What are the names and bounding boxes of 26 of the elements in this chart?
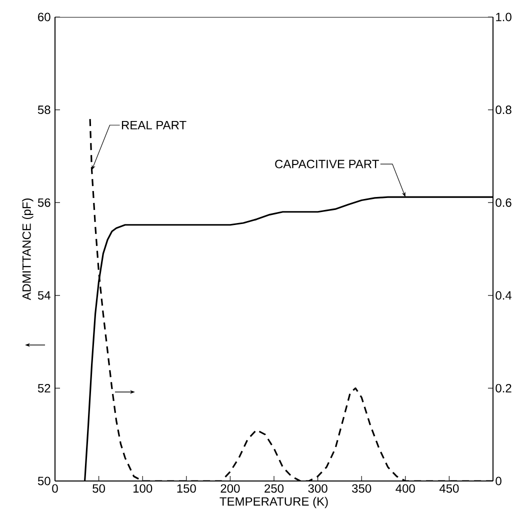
text: CAPACITIVE PART [275, 160, 379, 168]
x-tick-label: 450 [439, 484, 459, 493]
y2-tick-label: 1.0 [496, 12, 512, 22]
x-tick-label: 50 [92, 484, 105, 493]
y-tick-label: 58 [38, 106, 50, 114]
x-axis-title: TEMPERATURE (K) [220, 496, 328, 508]
y2-tick-label: 0.8 [496, 106, 512, 114]
text: REAL PART [122, 120, 186, 130]
y-tick-label: 54 [38, 291, 50, 300]
x-tick-label: 250 [264, 484, 284, 493]
x-tick-label: 400 [396, 484, 415, 493]
x-tick-label: 0 [52, 484, 58, 493]
x-tick-label: 200 [220, 484, 240, 493]
y2-tick-label: 0.6 [496, 198, 512, 207]
x-tick-label: 150 [177, 484, 196, 493]
y2-tick-label: 0.2 [496, 384, 512, 392]
y-axis-title: ADMITTANCE (pF) [22, 198, 34, 300]
y2-tick-label: 0.4 [496, 291, 512, 300]
y-tick-label: 60 [38, 12, 50, 22]
y-tick-label: 52 [38, 384, 50, 392]
x-tick-label: 300 [308, 484, 328, 493]
y2-tick-label: 0 [496, 476, 502, 486]
x-tick-label: 350 [352, 484, 372, 493]
x-tick-label: 100 [134, 484, 152, 493]
y-tick-label: 50 [38, 476, 50, 486]
y-tick-label: 56 [38, 198, 50, 207]
